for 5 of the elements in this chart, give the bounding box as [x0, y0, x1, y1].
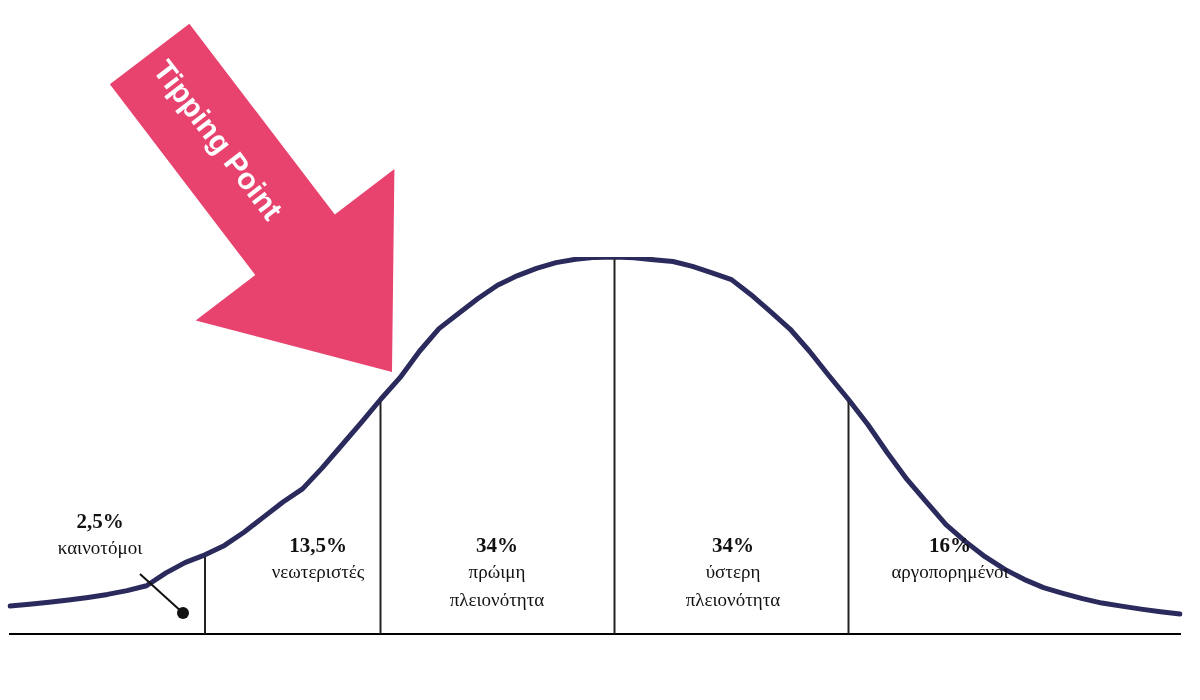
annotation: 34% ύστερη πλειονότητα: [685, 532, 781, 611]
annotation: 13,5% νεωτεριστές: [271, 532, 365, 583]
annotation: 2,5% καινοτόμοι: [57, 508, 144, 559]
annotation: 34% πρώιμη πλειονότητα: [449, 532, 545, 611]
annotation: 16% αργοπορημένοι: [891, 532, 1010, 583]
